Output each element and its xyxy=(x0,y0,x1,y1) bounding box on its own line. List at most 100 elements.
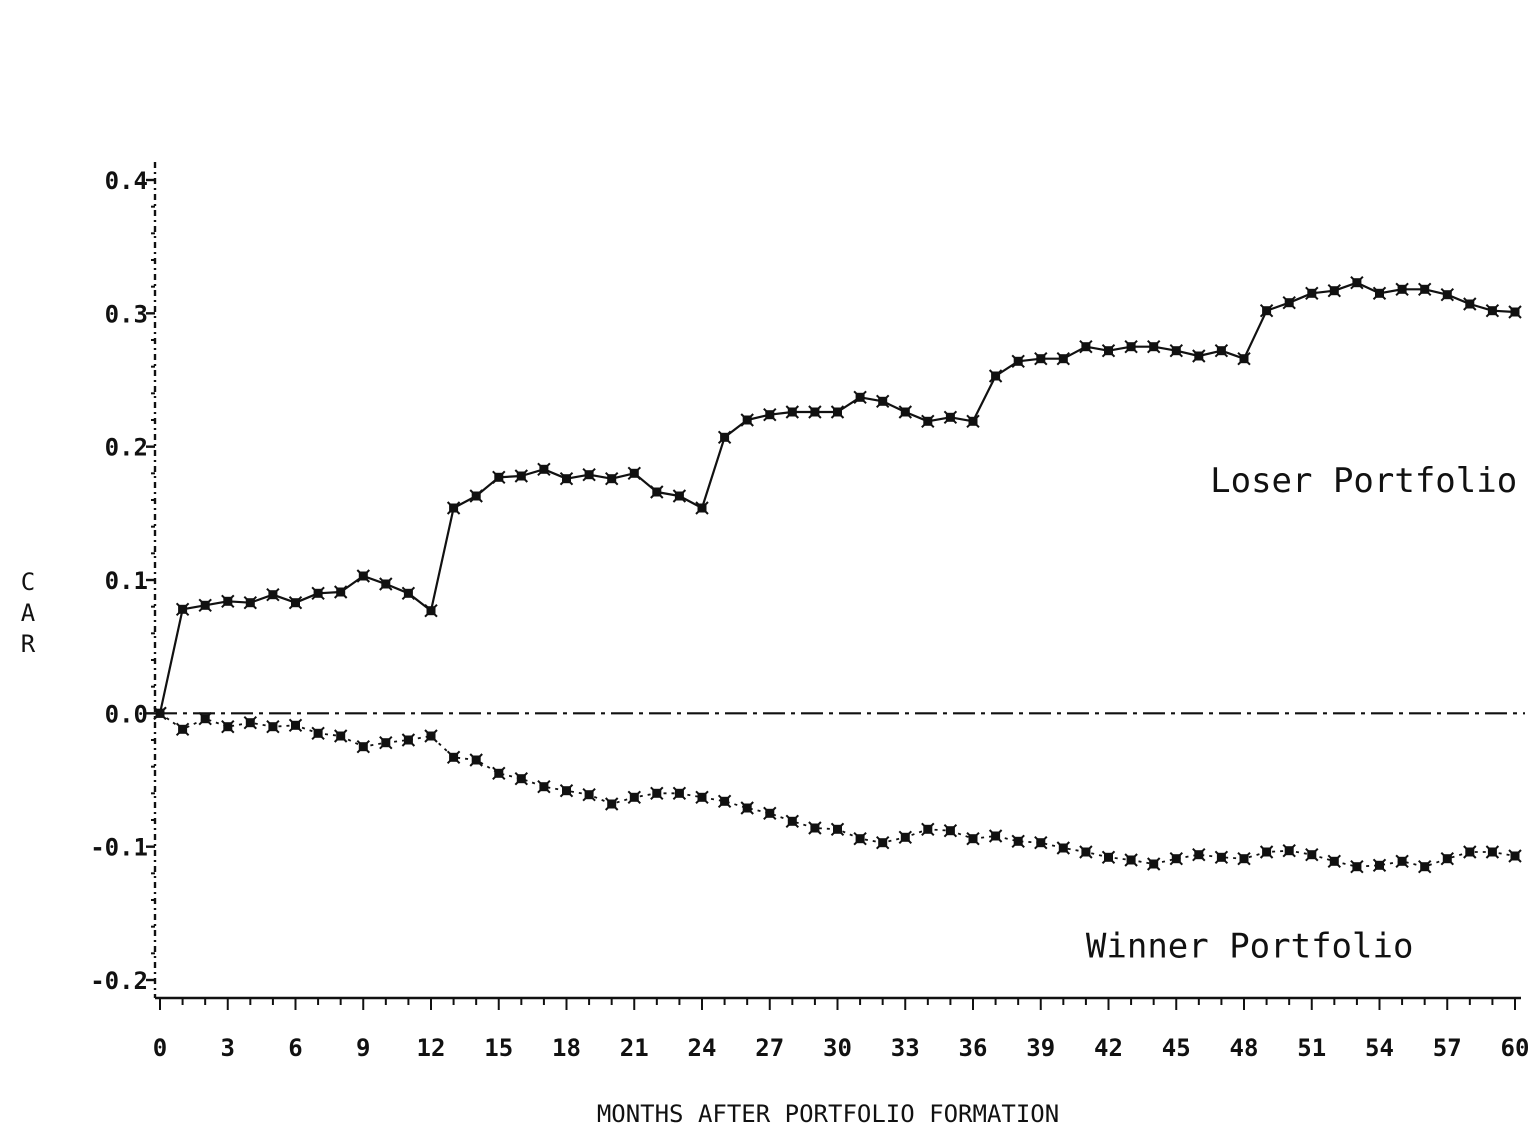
winner-data-point xyxy=(695,790,709,805)
data-point-cross xyxy=(379,577,393,591)
data-point-cross xyxy=(785,814,800,829)
data-point-cross xyxy=(537,779,551,794)
winner-data-point xyxy=(1146,857,1161,871)
loser-data-point xyxy=(1463,297,1477,311)
data-point-cross xyxy=(1124,339,1138,354)
loser-data-point xyxy=(672,489,687,503)
data-point-cross xyxy=(401,733,416,747)
loser-data-point xyxy=(1169,343,1184,358)
data-point-cross xyxy=(627,466,642,481)
data-point-cross xyxy=(740,801,754,815)
loser-data-point xyxy=(288,595,303,610)
x-tick-label: 24 xyxy=(688,1034,717,1062)
data-point-cross xyxy=(830,822,845,837)
winner-data-point xyxy=(1124,853,1138,867)
data-point-cross xyxy=(943,410,958,425)
loser-data-point xyxy=(604,471,619,486)
loser-data-point xyxy=(1485,303,1500,318)
winner-data-point xyxy=(1305,847,1319,862)
data-point-cross xyxy=(537,462,551,477)
x-tick-label: 60 xyxy=(1501,1034,1530,1062)
x-ticks-layer: 0 3 6 9 12 15 18 21 24 27 30 33 36 39 42 45 48 51 54 57 60 xyxy=(153,998,1530,1062)
y-tick-label: 0.0 xyxy=(105,700,148,728)
data-point-cross xyxy=(469,489,483,503)
data-point-cross xyxy=(1417,859,1432,874)
loser-data-point xyxy=(446,501,461,515)
winner-data-point xyxy=(1485,845,1500,859)
data-point-cross xyxy=(1485,845,1500,859)
winner-data-point xyxy=(379,735,393,750)
loser-data-point xyxy=(1372,286,1387,301)
data-point-cross xyxy=(356,739,371,754)
x-tick-label: 9 xyxy=(356,1034,370,1062)
data-point-cross xyxy=(469,753,483,767)
winner-data-point xyxy=(875,835,890,850)
winner-portfolio-label: Winner Portfolio xyxy=(1086,926,1414,966)
loser-data-point xyxy=(1259,303,1274,318)
loser-data-point xyxy=(898,405,913,419)
data-point-cross xyxy=(1101,343,1116,358)
data-point-cross xyxy=(492,766,506,781)
x-tick-label: 51 xyxy=(1297,1034,1326,1062)
x-tick-label: 27 xyxy=(755,1034,784,1062)
series-annotations: Loser Portfolio Winner Portfolio xyxy=(1086,461,1517,966)
loser-data-point xyxy=(243,595,258,610)
winner-data-point xyxy=(988,829,1003,843)
loser-data-point xyxy=(1056,351,1071,366)
winner-data-point xyxy=(966,831,980,846)
data-point-cross xyxy=(1192,349,1206,363)
data-point-cross xyxy=(266,587,280,602)
data-point-cross xyxy=(221,594,235,609)
loser-data-point xyxy=(1034,351,1048,366)
loser-data-point xyxy=(875,394,890,409)
winner-data-point xyxy=(1259,845,1274,859)
loser-data-point xyxy=(627,466,642,481)
data-point-cross xyxy=(1508,305,1522,319)
loser-data-point xyxy=(1327,283,1342,298)
data-point-cross xyxy=(424,729,438,743)
winner-data-point xyxy=(469,753,483,767)
data-point-cross xyxy=(492,470,506,485)
data-point-cross xyxy=(875,835,890,850)
winner-data-point xyxy=(943,823,958,838)
data-point-cross xyxy=(1259,303,1274,318)
winner-data-point xyxy=(221,719,235,734)
y-tick-label: -0.1 xyxy=(90,834,148,862)
winner-data-point xyxy=(492,766,506,781)
x-tick-label: 21 xyxy=(620,1034,649,1062)
data-point-cross xyxy=(1101,850,1116,865)
loser-data-point xyxy=(988,369,1003,383)
data-point-cross xyxy=(1305,286,1319,301)
loser-data-point xyxy=(424,603,438,618)
winner-data-point xyxy=(853,831,867,846)
data-point-cross xyxy=(175,602,190,617)
data-point-cross xyxy=(1463,297,1477,311)
loser-data-point xyxy=(514,469,529,483)
data-point-cross xyxy=(333,729,348,743)
loser-data-point xyxy=(1011,354,1025,369)
loser-data-point xyxy=(492,470,506,485)
data-point-cross xyxy=(356,569,371,583)
winner-data-point xyxy=(1192,847,1206,862)
loser-data-point xyxy=(853,390,867,405)
y-axis-title-letter: R xyxy=(21,630,36,658)
data-point-cross xyxy=(582,467,596,482)
winner-data-point xyxy=(1237,851,1251,866)
data-point-cross xyxy=(988,829,1003,843)
winner-data-point xyxy=(1034,835,1048,850)
data-point-cross xyxy=(943,823,958,838)
loser-data-point xyxy=(1237,351,1251,366)
data-point-cross xyxy=(650,485,664,499)
winner-data-point xyxy=(627,790,642,805)
data-point-cross xyxy=(311,586,325,601)
loser-data-point xyxy=(650,485,664,499)
data-point-cross xyxy=(604,471,619,486)
data-point-cross xyxy=(1485,303,1500,318)
data-point-cross xyxy=(650,786,664,801)
winner-data-point xyxy=(1214,850,1229,865)
data-point-cross xyxy=(1259,845,1274,859)
loser-data-point xyxy=(785,405,800,419)
data-point-cross xyxy=(830,405,845,419)
loser-data-point xyxy=(175,602,190,617)
winner-data-point xyxy=(740,801,754,815)
